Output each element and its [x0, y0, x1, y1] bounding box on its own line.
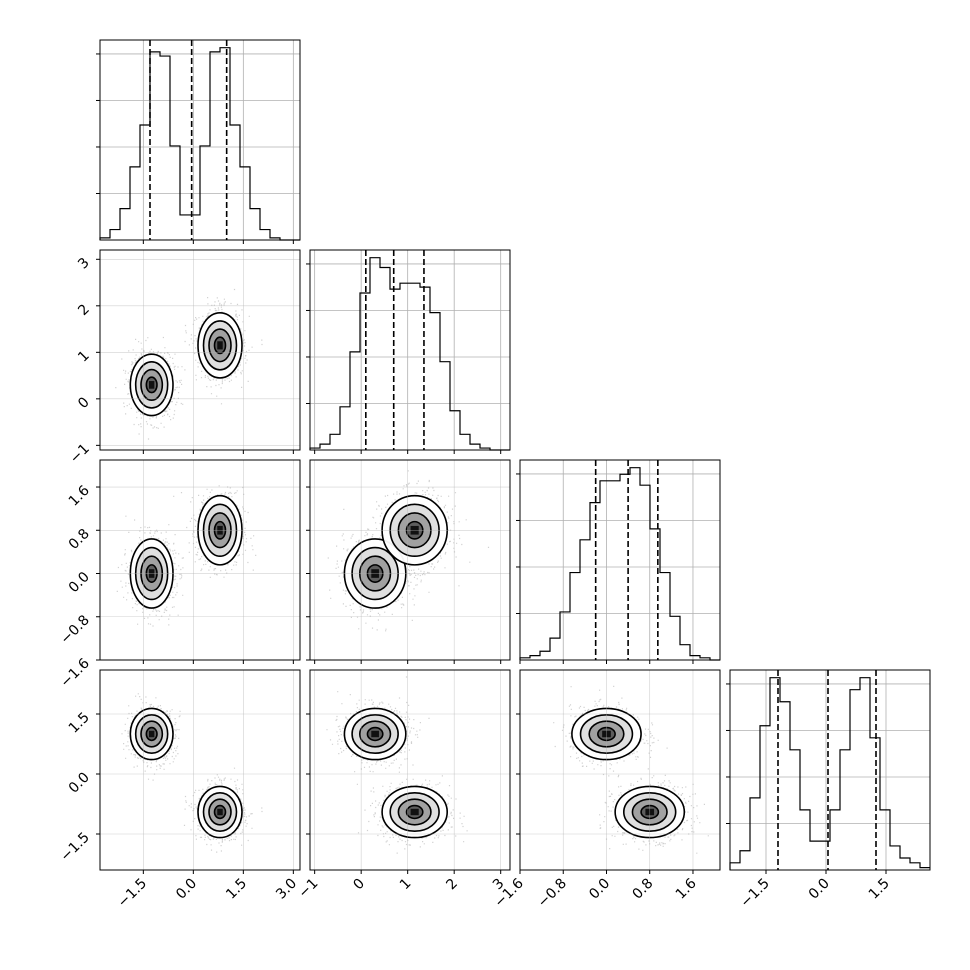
x-tick-label: 0.0	[586, 876, 613, 903]
x-tick-label: 0.0	[173, 876, 200, 903]
density-peak	[410, 808, 419, 816]
y-tick-label: −1.6	[57, 655, 92, 690]
histogram-panel-1	[306, 249, 511, 454]
x-tick-label: 0.8	[630, 876, 657, 903]
x-tick-label: 1.5	[223, 876, 250, 903]
x-tick-label: −1.5	[737, 876, 772, 911]
histogram-step-3	[729, 677, 930, 870]
scatter-panel-0-2	[96, 459, 301, 664]
panel-frame	[309, 669, 511, 871]
density-peak	[217, 808, 223, 816]
density-peak	[217, 341, 223, 350]
x-tick-label: −1	[296, 876, 322, 902]
histogram-step-1	[309, 257, 510, 451]
panel-frame	[309, 249, 511, 451]
panel-frame	[99, 459, 301, 661]
x-tick-label: −1.5	[115, 876, 150, 911]
histogram-step-0	[99, 47, 300, 241]
scatter-panel-1-2	[306, 459, 511, 664]
y-tick-label: 0.0	[66, 770, 93, 797]
histogram-panel-0	[96, 39, 301, 244]
panel-frame	[519, 459, 721, 661]
x-tick-label: 0.0	[806, 876, 833, 903]
density-peak	[371, 730, 379, 738]
panel-frame	[99, 39, 301, 241]
y-tick-label: 1	[75, 348, 93, 366]
panel-frame	[99, 669, 301, 871]
x-tick-label: 0	[350, 876, 368, 894]
y-tick-label: 1.5	[66, 710, 93, 737]
histogram-step-2	[519, 467, 720, 661]
x-tick-label: 1.5	[866, 876, 893, 903]
y-tick-label: 0.8	[66, 526, 93, 553]
scatter-panel-0-3	[96, 669, 301, 874]
panel-frame	[99, 249, 301, 451]
density-peak	[149, 730, 155, 738]
histogram-panel-3	[726, 669, 931, 874]
y-tick-label: 0	[75, 394, 93, 412]
x-tick-label: 1.6	[673, 875, 700, 902]
y-tick-label: 2	[75, 301, 93, 319]
y-tick-label: −1.5	[57, 830, 92, 865]
y-tick-label: −1	[67, 441, 93, 467]
density-peak	[149, 381, 155, 389]
panel-frame	[519, 669, 721, 871]
panel-frame	[729, 669, 931, 871]
x-tick-label: −0.8	[535, 876, 570, 911]
scatter-panel-1-3	[306, 669, 511, 874]
y-tick-label: 0.0	[66, 569, 93, 596]
histogram-panel-2	[516, 459, 721, 664]
x-tick-label: 2	[443, 876, 461, 894]
panel-frame	[309, 459, 511, 661]
scatter-panel-2-3	[516, 669, 721, 874]
y-tick-label: 3	[75, 255, 93, 273]
y-tick-label: 1.6	[66, 482, 93, 509]
y-tick-label: −0.8	[57, 612, 92, 647]
x-tick-label: 1	[397, 876, 415, 894]
scatter-panel-0-1	[96, 249, 301, 454]
